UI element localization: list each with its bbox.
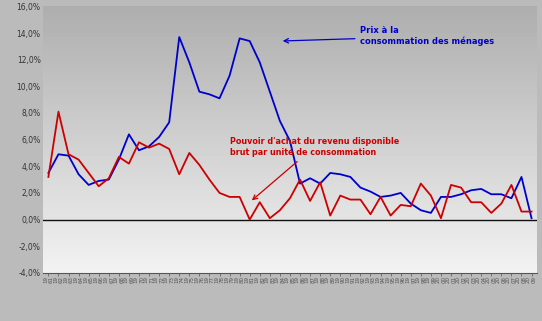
- Text: Pouvoir d'achat du revenu disponible
brut par unité de consommation: Pouvoir d'achat du revenu disponible bru…: [230, 137, 399, 200]
- Text: Prix à la
consommation des ménages: Prix à la consommation des ménages: [284, 26, 494, 47]
